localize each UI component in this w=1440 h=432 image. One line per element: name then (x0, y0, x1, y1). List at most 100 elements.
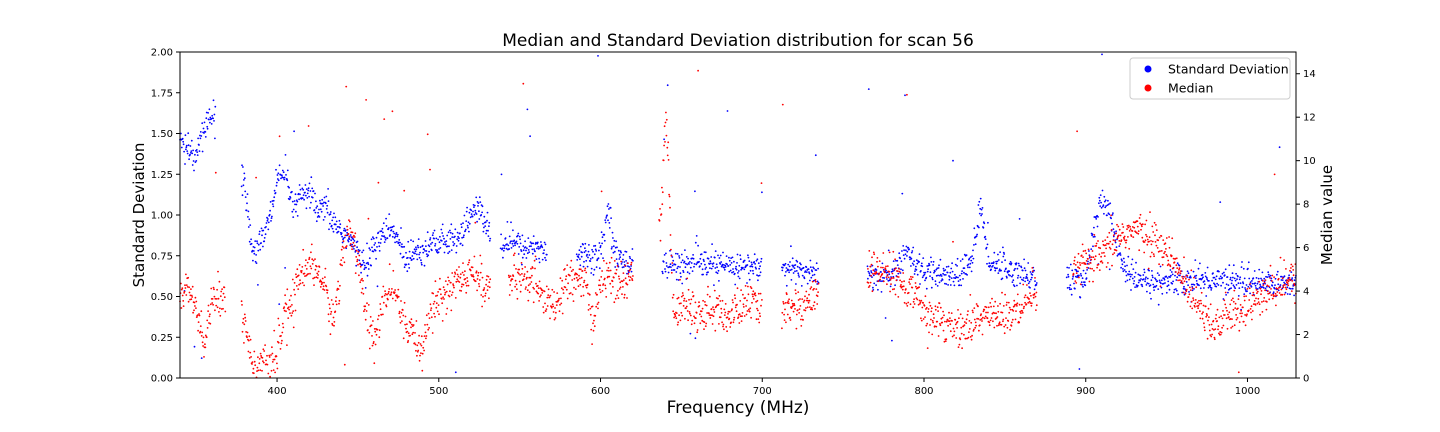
data-point (401, 246, 404, 248)
data-point (1156, 280, 1159, 283)
data-point (1177, 279, 1179, 282)
data-point (982, 316, 984, 319)
data-point (932, 260, 935, 263)
data-point (615, 268, 618, 271)
data-point (1034, 280, 1036, 282)
data-point (200, 335, 203, 337)
data-point (439, 247, 442, 249)
data-point (281, 174, 283, 177)
data-point (990, 317, 993, 319)
data-point (412, 324, 415, 326)
data-point (935, 268, 938, 271)
data-point (465, 210, 468, 213)
data-point (543, 249, 545, 252)
data-point (1141, 236, 1144, 239)
data-point (718, 295, 721, 297)
data-point (592, 273, 595, 276)
data-point (969, 262, 972, 265)
data-point (918, 260, 920, 263)
data-point (333, 212, 335, 215)
data-point (1241, 286, 1244, 288)
data-point (670, 271, 673, 274)
data-point (362, 279, 364, 282)
data-point (1249, 308, 1252, 310)
data-point (254, 240, 257, 243)
data-point (806, 306, 809, 309)
data-point (695, 235, 698, 237)
data-point (1167, 259, 1170, 262)
data-point (475, 271, 478, 274)
data-point (1266, 276, 1269, 278)
data-point (809, 266, 812, 269)
data-point (603, 259, 605, 262)
data-point (913, 303, 916, 305)
data-point (1177, 293, 1179, 296)
data-point (190, 150, 193, 153)
data-point (1025, 303, 1028, 305)
data-point (364, 287, 367, 289)
data-point (298, 283, 300, 286)
data-point (419, 251, 421, 254)
data-point (676, 297, 679, 300)
data-point (420, 261, 423, 264)
data-point (556, 292, 559, 294)
data-point (1280, 288, 1283, 291)
data-point (792, 265, 795, 268)
data-point (594, 248, 597, 251)
data-point (489, 278, 492, 281)
data-point (367, 304, 370, 306)
data-point (1191, 307, 1194, 310)
data-point (399, 241, 401, 244)
data-point (291, 304, 293, 306)
data-point (1157, 288, 1160, 290)
data-point (665, 111, 667, 114)
data-point (397, 241, 400, 244)
data-point (429, 237, 432, 239)
data-point (373, 362, 376, 365)
data-point (1103, 200, 1106, 203)
data-point (1102, 204, 1105, 207)
data-point (1223, 299, 1226, 302)
data-point (378, 245, 381, 248)
data-point (1268, 275, 1271, 278)
data-point (1104, 206, 1107, 209)
data-point (462, 283, 465, 286)
data-point (321, 202, 324, 205)
data-point (957, 276, 959, 279)
data-point (1276, 273, 1278, 276)
data-point (1021, 311, 1024, 314)
data-point (978, 329, 980, 332)
data-point (1227, 291, 1229, 294)
data-point (712, 315, 715, 318)
data-point (1129, 273, 1131, 276)
data-point (926, 270, 929, 273)
data-point (584, 267, 587, 270)
data-point (193, 345, 196, 348)
data-point (330, 310, 333, 313)
data-point (247, 226, 250, 228)
data-point (414, 332, 416, 334)
data-point (390, 291, 393, 294)
data-point (1286, 282, 1289, 285)
data-point (1002, 255, 1005, 258)
data-point (1107, 262, 1109, 264)
data-point (1031, 267, 1034, 269)
data-point (674, 313, 676, 316)
data-point (714, 250, 717, 253)
data-point (970, 321, 973, 324)
data-point (401, 243, 403, 246)
x-tick-label: 600 (591, 386, 610, 397)
data-point (1293, 282, 1295, 285)
data-point (896, 270, 899, 272)
data-point (1084, 272, 1087, 275)
data-point (1213, 276, 1216, 279)
data-point (447, 231, 450, 234)
data-point (536, 284, 539, 287)
data-point (963, 324, 966, 326)
data-point (794, 264, 797, 266)
data-point (1274, 277, 1277, 280)
data-point (547, 294, 550, 296)
data-point (915, 259, 918, 261)
data-point (1203, 322, 1205, 325)
data-point (704, 325, 707, 327)
